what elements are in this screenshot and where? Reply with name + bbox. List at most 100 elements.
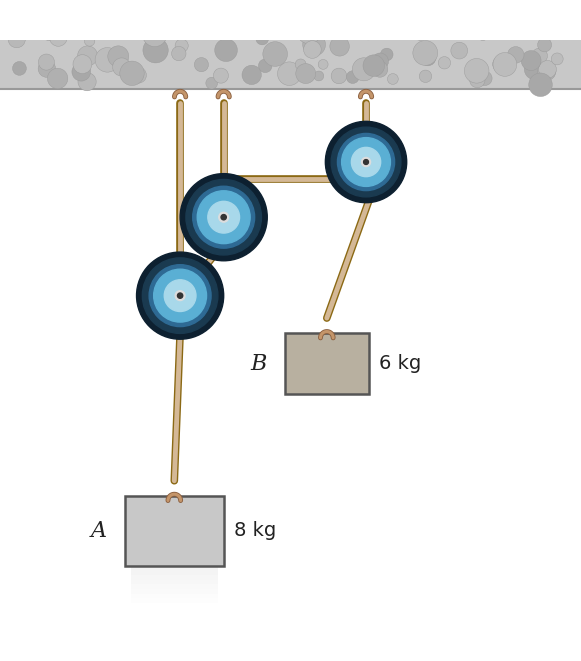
Circle shape (296, 63, 315, 83)
Circle shape (48, 68, 68, 89)
FancyBboxPatch shape (131, 589, 218, 594)
Circle shape (259, 59, 272, 73)
Circle shape (524, 58, 546, 80)
Circle shape (208, 202, 239, 233)
Circle shape (352, 58, 375, 81)
FancyBboxPatch shape (285, 333, 369, 395)
Circle shape (78, 73, 96, 91)
Circle shape (102, 20, 121, 40)
Circle shape (342, 137, 390, 186)
Circle shape (213, 68, 228, 83)
Circle shape (278, 62, 301, 85)
Circle shape (217, 7, 242, 32)
Circle shape (13, 61, 26, 75)
Text: A: A (91, 520, 107, 542)
Circle shape (120, 61, 144, 85)
Circle shape (142, 258, 218, 333)
Circle shape (478, 71, 492, 85)
Circle shape (175, 291, 185, 301)
FancyBboxPatch shape (131, 570, 218, 575)
Circle shape (73, 55, 92, 73)
FancyBboxPatch shape (125, 496, 224, 566)
Circle shape (38, 54, 55, 70)
Circle shape (451, 42, 468, 59)
Circle shape (469, 73, 485, 88)
Circle shape (552, 12, 568, 28)
Circle shape (314, 71, 324, 81)
Circle shape (219, 212, 228, 222)
Circle shape (41, 24, 58, 40)
Circle shape (153, 269, 207, 322)
Circle shape (388, 73, 398, 85)
Circle shape (303, 41, 321, 58)
Circle shape (539, 60, 557, 78)
Circle shape (361, 157, 371, 167)
Circle shape (72, 62, 91, 81)
Circle shape (8, 30, 26, 48)
Circle shape (206, 77, 217, 89)
Text: 8 kg: 8 kg (234, 522, 277, 541)
Circle shape (131, 67, 146, 83)
Circle shape (325, 122, 407, 203)
Circle shape (499, 56, 508, 65)
Circle shape (438, 57, 451, 69)
Circle shape (471, 14, 487, 30)
Circle shape (537, 38, 551, 52)
Circle shape (362, 28, 374, 40)
FancyBboxPatch shape (131, 575, 218, 580)
Circle shape (233, 7, 255, 29)
Circle shape (381, 48, 393, 61)
Circle shape (192, 12, 203, 23)
Text: 6 kg: 6 kg (379, 354, 422, 373)
Circle shape (221, 215, 227, 220)
Circle shape (303, 33, 325, 56)
Circle shape (537, 62, 556, 81)
Circle shape (177, 293, 183, 298)
Circle shape (318, 59, 328, 69)
Circle shape (331, 68, 347, 84)
Circle shape (113, 58, 131, 76)
Circle shape (52, 23, 68, 39)
FancyBboxPatch shape (131, 584, 218, 589)
Circle shape (149, 264, 211, 327)
Circle shape (180, 174, 267, 261)
Text: B: B (250, 353, 267, 375)
Circle shape (95, 48, 120, 72)
Circle shape (330, 36, 349, 56)
Circle shape (419, 70, 432, 83)
Circle shape (256, 32, 268, 45)
Circle shape (521, 51, 541, 71)
Circle shape (175, 39, 188, 52)
Circle shape (84, 36, 95, 46)
Circle shape (296, 19, 322, 44)
Circle shape (138, 26, 149, 38)
Circle shape (551, 53, 563, 65)
Circle shape (164, 280, 196, 311)
Circle shape (529, 73, 553, 97)
Circle shape (186, 179, 261, 255)
Circle shape (108, 46, 129, 67)
Circle shape (413, 40, 437, 65)
Circle shape (464, 59, 489, 83)
Circle shape (78, 46, 98, 66)
Circle shape (372, 61, 388, 77)
Circle shape (372, 53, 389, 70)
Circle shape (49, 28, 67, 46)
FancyBboxPatch shape (131, 594, 218, 598)
Circle shape (476, 26, 490, 40)
Circle shape (198, 191, 250, 244)
Circle shape (338, 134, 394, 190)
Circle shape (493, 53, 517, 76)
Circle shape (194, 58, 209, 72)
Circle shape (348, 13, 363, 28)
Circle shape (242, 65, 261, 85)
Circle shape (143, 38, 168, 63)
FancyBboxPatch shape (131, 566, 218, 570)
Circle shape (171, 46, 186, 61)
Circle shape (19, 9, 37, 28)
Circle shape (493, 56, 508, 72)
Circle shape (532, 48, 547, 63)
Circle shape (142, 22, 167, 46)
Circle shape (363, 55, 385, 77)
Circle shape (419, 50, 436, 66)
